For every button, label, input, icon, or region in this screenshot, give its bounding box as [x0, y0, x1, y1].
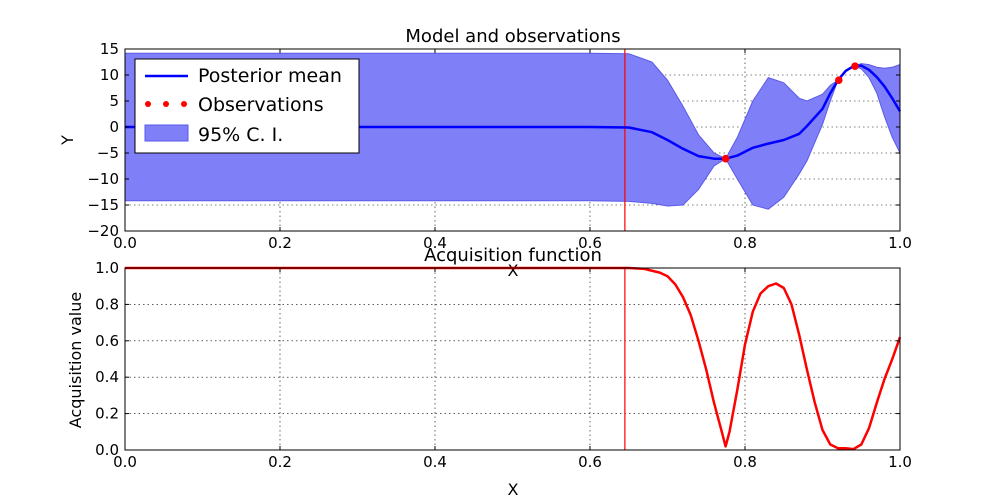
model-panel: Model and observations 0.0 0.2 0.4 0.6 0.8 1.… — [58, 26, 912, 280]
legend-observations-label: Observations — [198, 94, 324, 116]
model-y-tick-label: 0 — [109, 118, 119, 136]
model-y-tick-label: −5 — [97, 144, 119, 162]
acquisition-curve — [125, 266, 902, 451]
legend-ci-label: 95% C. I. — [198, 124, 283, 146]
observation-point — [851, 62, 859, 70]
acquisition-y-tick-label: 0.6 — [95, 332, 119, 350]
model-y-tick-label: 15 — [100, 40, 119, 58]
acquisition-panel: 0.0 0.2 0.4 0.6 0.8 1.0 0.0 0.2 0.4 0.6 0.8 1.0 Acq… — [66, 245, 912, 499]
acquisition-y-tick-label: 0.8 — [95, 295, 119, 313]
model-y-tick-label: −20 — [87, 222, 119, 240]
acquisition-x-axis-label: X — [508, 480, 519, 499]
model-y-tick-label: 10 — [100, 66, 119, 84]
posterior-mean-line — [125, 64, 902, 160]
model-plot-frame — [124, 48, 901, 232]
legend-observation-marker — [163, 101, 169, 107]
legend-observation-marker — [145, 101, 151, 107]
acquisition-y-tick-label: 1.0 — [95, 259, 119, 277]
acquisition-x-tick-label: 1.0 — [888, 453, 912, 471]
model-y-tick-label: 5 — [109, 92, 119, 110]
legend-mean-label: Posterior mean — [198, 65, 342, 87]
model-x-tick-label: 0.4 — [423, 234, 447, 252]
legend-observation-marker — [181, 101, 187, 107]
model-x-tick-label: 0.0 — [113, 234, 137, 252]
legend-ci-swatch — [144, 124, 189, 142]
acquisition-y-tick-label: 0.2 — [95, 405, 119, 423]
observation-point — [721, 154, 730, 163]
acquisition-x-tick-label: 0.4 — [423, 453, 447, 471]
model-chart-title: Model and observations — [405, 26, 620, 47]
acquisition-y-axis-label: Acquisition value — [66, 292, 85, 428]
model-y-tick-label: −10 — [87, 170, 119, 188]
acquisition-x-tick-label: 0.8 — [733, 453, 757, 471]
observation-point — [835, 76, 843, 84]
model-x-tick-label: 1.0 — [888, 234, 912, 252]
legend: Posterior mean Observations 95% C. I. — [134, 58, 360, 154]
acquisition-y-tick-label: 0.4 — [95, 368, 119, 386]
model-x-axis-label: X — [508, 261, 519, 280]
acquisition-x-tick-label: 0.2 — [268, 453, 292, 471]
acquisition-plot-frame — [124, 267, 901, 451]
model-x-tick-label: 0.8 — [733, 234, 757, 252]
model-x-tick-label: 0.2 — [268, 234, 292, 252]
acquisition-x-tick-label: 0.0 — [113, 453, 137, 471]
model-y-tick-label: −15 — [87, 196, 119, 214]
acquisition-y-tick-label: 0.0 — [95, 441, 119, 459]
acquisition-x-tick-label: 0.6 — [578, 453, 602, 471]
acquisition-chart-title: Acquisition function — [424, 245, 602, 266]
model-y-axis-label: Y — [58, 135, 77, 146]
model-x-tick-label: 0.6 — [578, 234, 602, 252]
